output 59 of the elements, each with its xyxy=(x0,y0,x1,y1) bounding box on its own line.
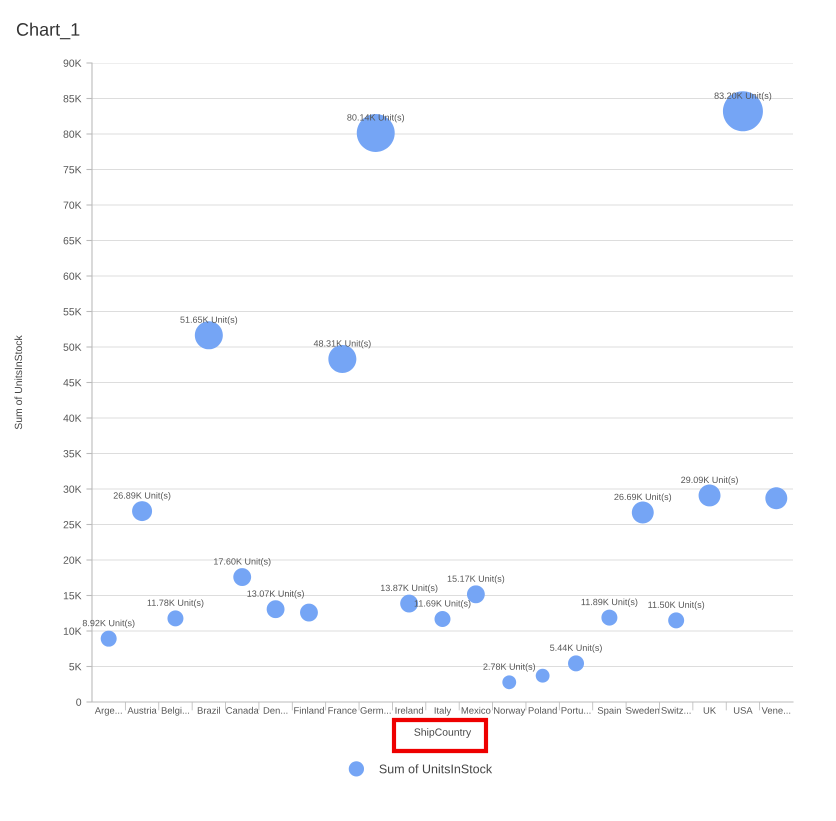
y-tick-label: 50K xyxy=(63,344,82,351)
data-label: 17.60K Unit(s) xyxy=(214,558,271,566)
y-tick-label: 70K xyxy=(64,202,82,209)
data-label: 26.69K Unit(s) xyxy=(614,493,672,502)
y-tick-label: 80K xyxy=(64,130,82,138)
x-tick-label: Germ... xyxy=(360,707,391,714)
y-tick-label: 5K xyxy=(69,663,82,670)
x-tick-label: Brazil xyxy=(198,706,220,714)
y-tick-label: 55K xyxy=(63,308,82,316)
y-tick-label: 85K xyxy=(64,95,82,102)
data-label: 51.65K Unit(s) xyxy=(180,316,238,325)
data-label: 29.09K Unit(s) xyxy=(681,476,738,485)
data-label: 8.92K Unit(s) xyxy=(82,620,134,628)
x-tick-label: Vene... xyxy=(762,707,790,714)
data-label: 11.78K Unit(s) xyxy=(148,599,204,608)
y-tick-label: 25K xyxy=(64,521,82,528)
x-tick-label: Mexico xyxy=(462,706,490,714)
data-label: 11.89K Unit(s) xyxy=(582,598,638,607)
data-label: 11.50K Unit(s) xyxy=(648,601,704,610)
x-tick-label: Ireland xyxy=(396,706,423,714)
y-tick-label: 40K xyxy=(63,414,82,422)
x-axis-title: ShipCountry xyxy=(414,728,472,738)
y-axis-title: Sum of UnitsInStock xyxy=(14,335,22,430)
y-tick-label: 65K xyxy=(64,237,82,244)
x-tick-label: UK xyxy=(704,707,716,714)
data-label: 13.87K Unit(s) xyxy=(380,584,438,593)
data-label: 13.07K Unit(s) xyxy=(247,590,304,599)
data-label: 26.89K Unit(s) xyxy=(114,492,170,500)
x-tick-label: Den... xyxy=(264,707,288,714)
x-tick-label: Finland xyxy=(294,706,324,714)
x-tick-label: Norway xyxy=(494,707,526,716)
x-tick-label: Poland xyxy=(528,706,557,714)
y-tick-label: 30K xyxy=(63,486,82,493)
x-tick-label: Portu... xyxy=(562,707,590,714)
legend-label: Sum of UnitsInStock xyxy=(379,764,492,774)
y-tick-label: 20K xyxy=(64,556,82,564)
chart-title: Chart_1 xyxy=(16,22,80,40)
y-tick-label: 0 xyxy=(76,698,82,706)
y-tick-label: 35K xyxy=(63,450,82,458)
x-tick-label: Arge... xyxy=(94,707,122,716)
x-tick-label: France xyxy=(328,707,357,714)
x-tick-label: Canada xyxy=(226,706,259,714)
y-tick-label: 75K xyxy=(64,166,82,174)
data-label: 48.31K Unit(s) xyxy=(314,340,371,348)
x-tick-label: Sweden xyxy=(626,706,660,714)
data-label: 15.17K Unit(s) xyxy=(448,575,504,584)
x-tick-label: Spain xyxy=(598,706,621,716)
data-label: 5.44K Unit(s) xyxy=(550,644,602,653)
y-tick-label: 90K xyxy=(64,60,82,67)
y-tick-label: 45K xyxy=(63,379,82,386)
y-tick-label: 15K xyxy=(64,592,82,600)
y-tick-label: 60K xyxy=(64,272,82,280)
data-label: 2.78K Unit(s) xyxy=(483,663,536,672)
x-tick-label: Switz... xyxy=(661,706,691,714)
x-tick-label: Austria xyxy=(127,706,157,714)
y-tick-label: 10K xyxy=(64,628,82,635)
x-tick-label: Belgi... xyxy=(162,706,190,716)
x-tick-label: USA xyxy=(734,707,753,714)
x-tick-label: Italy xyxy=(434,706,452,716)
